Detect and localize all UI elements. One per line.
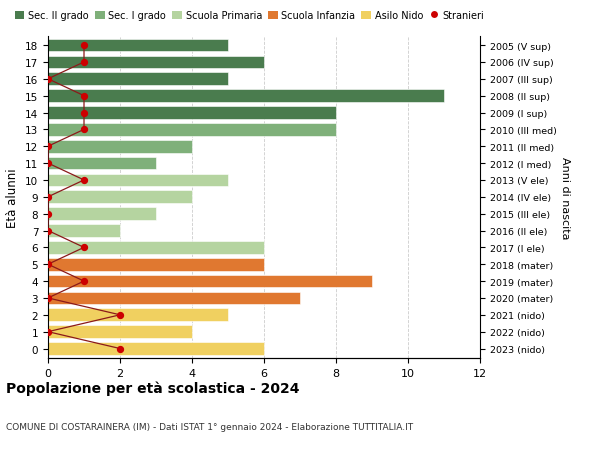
Point — [115, 312, 125, 319]
Point — [43, 261, 53, 269]
Bar — [48, 309, 228, 321]
Bar — [48, 258, 264, 271]
Text: COMUNE DI COSTARAINERA (IM) - Dati ISTAT 1° gennaio 2024 - Elaborazione TUTTITAL: COMUNE DI COSTARAINERA (IM) - Dati ISTAT… — [6, 422, 413, 431]
Point — [43, 76, 53, 83]
Legend: Sec. II grado, Sec. I grado, Scuola Primaria, Scuola Infanzia, Asilo Nido, Stran: Sec. II grado, Sec. I grado, Scuola Prim… — [11, 7, 488, 25]
Bar — [48, 90, 444, 103]
Bar — [48, 342, 264, 355]
Bar — [48, 174, 228, 187]
Bar — [48, 241, 264, 254]
Point — [79, 177, 89, 184]
Point — [79, 93, 89, 100]
Bar — [48, 208, 156, 220]
Point — [79, 278, 89, 285]
Text: Popolazione per età scolastica - 2024: Popolazione per età scolastica - 2024 — [6, 381, 299, 396]
Point — [43, 211, 53, 218]
Bar — [48, 124, 336, 136]
Point — [43, 194, 53, 201]
Bar — [48, 292, 300, 305]
Point — [43, 295, 53, 302]
Bar — [48, 56, 264, 69]
Bar — [48, 325, 192, 338]
Point — [43, 328, 53, 336]
Y-axis label: Età alunni: Età alunni — [7, 168, 19, 227]
Bar — [48, 140, 192, 153]
Bar — [48, 191, 192, 204]
Bar — [48, 107, 336, 119]
Point — [79, 126, 89, 134]
Bar — [48, 73, 228, 86]
Point — [79, 42, 89, 50]
Point — [43, 227, 53, 235]
Point — [43, 160, 53, 168]
Point — [79, 244, 89, 252]
Bar — [48, 225, 120, 237]
Point — [43, 143, 53, 151]
Bar — [48, 275, 372, 288]
Bar — [48, 157, 156, 170]
Point — [115, 345, 125, 353]
Bar — [48, 39, 228, 52]
Y-axis label: Anni di nascita: Anni di nascita — [560, 156, 571, 239]
Point — [79, 59, 89, 67]
Point — [79, 110, 89, 117]
